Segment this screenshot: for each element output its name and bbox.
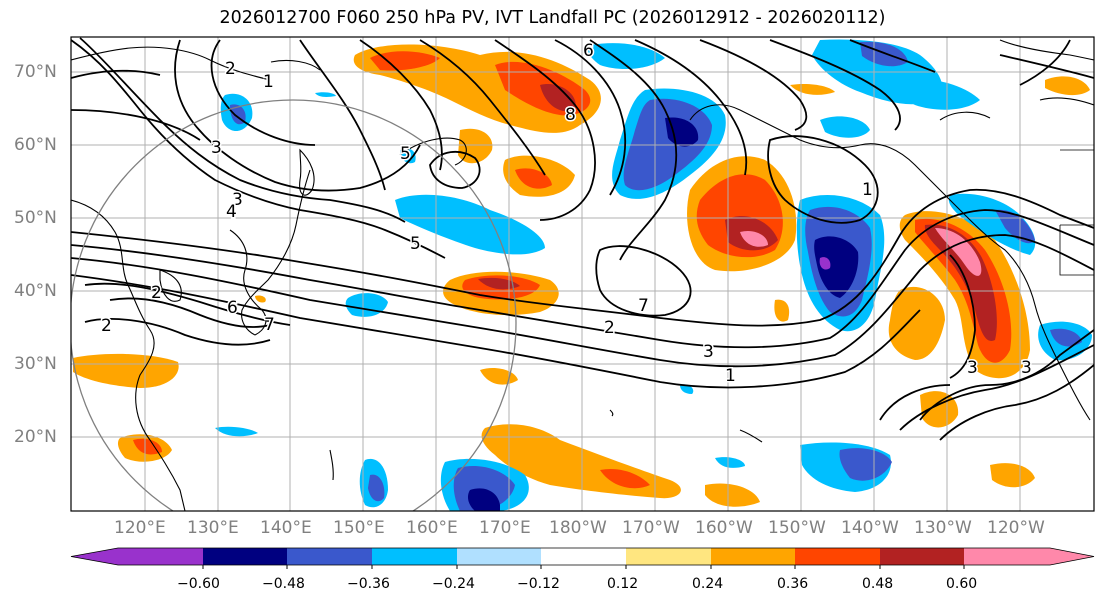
colorbar-tick-label: −0.36 — [347, 576, 390, 592]
colorbar-bin — [457, 548, 541, 565]
colorbar-tick-label: 0.24 — [692, 576, 724, 592]
lon-label-120w: 120°W — [987, 518, 1045, 538]
lon-label-160w: 160°W — [695, 518, 753, 538]
lon-label-150e: 150°E — [333, 518, 385, 538]
contour-label: 2 — [225, 59, 236, 79]
contour-label: 4 — [226, 202, 237, 222]
colorbar-tick-label: 0.48 — [862, 576, 894, 592]
contour-label: 6 — [227, 298, 238, 318]
colorbar-tick-label: 0.36 — [777, 576, 809, 592]
contour-label: 7 — [638, 296, 649, 316]
contour-label: 6 — [583, 41, 594, 61]
lon-label-170e: 170°E — [479, 518, 531, 538]
contour-label: 3 — [967, 358, 978, 378]
colorbar-tick-label: −0.48 — [262, 576, 305, 592]
graticule — [71, 37, 1094, 511]
contour-label: 3 — [703, 342, 714, 362]
pv-shading-positive — [73, 44, 1090, 507]
contour-label: 5 — [410, 234, 421, 254]
lon-label-140e: 140°E — [260, 518, 312, 538]
colorbar-extend-max — [1050, 548, 1094, 565]
lon-label-180w: 180°W — [549, 518, 607, 538]
colorbar-bin — [372, 548, 457, 565]
contour-label: 2 — [151, 283, 162, 303]
colorbar-bin — [118, 548, 203, 565]
colorbar — [70, 547, 1095, 569]
colorbar-tick-label: −0.24 — [432, 576, 475, 592]
colorbar-bin — [626, 548, 711, 565]
radius-circle — [71, 99, 517, 511]
colorbar-extend-min — [71, 548, 118, 565]
colorbar-bin — [795, 548, 880, 565]
map-title: 2026012700 F060 250 hPa PV, IVT Landfall… — [219, 8, 886, 28]
lat-label-40n: 40°N — [14, 281, 57, 301]
contour-label: 8 — [565, 105, 576, 125]
colorbar-bin — [711, 548, 795, 565]
map-area — [71, 37, 1094, 511]
lon-label-150w: 150°W — [768, 518, 826, 538]
pv-contours — [71, 37, 1094, 441]
colorbar-tick-label: −0.12 — [517, 576, 560, 592]
colorbar-bin — [964, 548, 1050, 565]
pv-shading-negative — [215, 39, 1092, 511]
colorbar-tick-label: 0.12 — [607, 576, 639, 592]
lon-label-140w: 140°W — [841, 518, 899, 538]
contour-label: 3 — [211, 138, 222, 158]
colorbar-bin — [541, 548, 626, 565]
map-frame — [70, 36, 1095, 512]
contour-label: 1 — [862, 180, 873, 200]
contour-label: 3 — [1021, 358, 1032, 378]
lon-label-170w: 170°W — [622, 518, 680, 538]
lat-label-70n: 70°N — [14, 62, 57, 82]
contour-label: 2 — [101, 316, 112, 336]
contour-label: 1 — [725, 366, 736, 386]
contour-label: 1 — [263, 72, 274, 92]
contour-label: 7 — [264, 315, 275, 335]
lat-label-50n: 50°N — [14, 208, 57, 228]
contour-label: 5 — [400, 144, 411, 164]
colorbar-outline — [70, 547, 1095, 566]
colorbar-bin — [287, 548, 372, 565]
contour-label: 3 — [232, 190, 243, 210]
lat-label-20n: 20°N — [14, 427, 57, 447]
colorbar-tick-label: −0.60 — [177, 576, 220, 592]
lon-label-120e: 120°E — [114, 518, 166, 538]
lon-label-160e: 160°E — [406, 518, 458, 538]
lon-label-130w: 130°W — [914, 518, 972, 538]
lon-label-130e: 130°E — [187, 518, 239, 538]
colorbar-bin — [203, 548, 287, 565]
colorbar-bin — [880, 548, 964, 565]
coastlines — [71, 39, 1094, 511]
lat-label-60n: 60°N — [14, 135, 57, 155]
lat-label-30n: 30°N — [14, 354, 57, 374]
contour-label: 2 — [604, 318, 615, 338]
colorbar-tick-label: 0.60 — [946, 576, 978, 592]
